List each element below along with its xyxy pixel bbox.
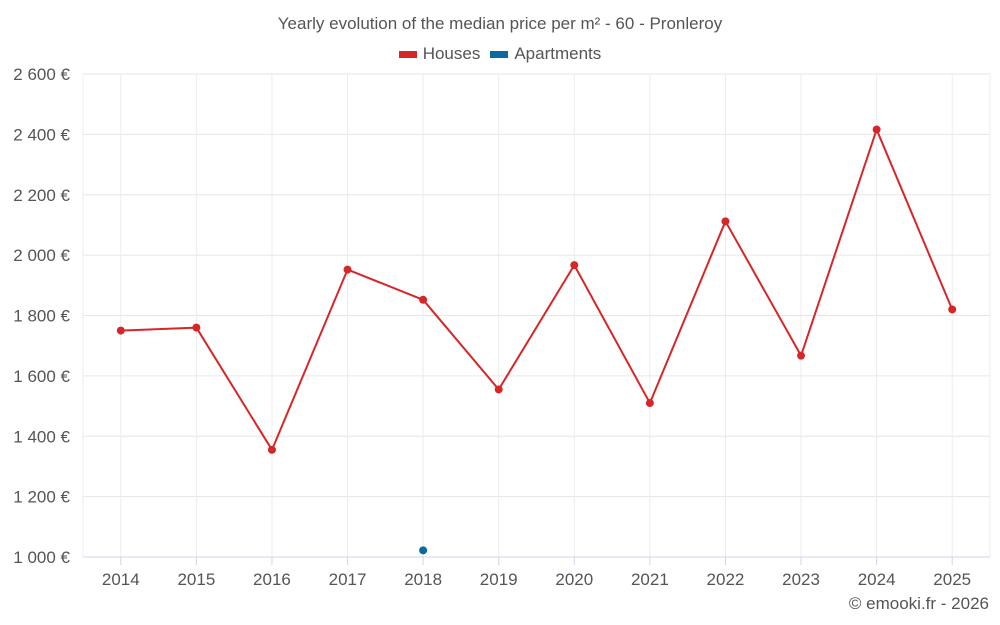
x-tick-label: 2022 xyxy=(707,570,745,589)
x-tick-label: 2025 xyxy=(933,570,971,589)
x-tick-label: 2016 xyxy=(253,570,291,589)
data-point-houses xyxy=(494,385,503,394)
x-tick-label: 2021 xyxy=(631,570,669,589)
y-tick-label: 1 800 € xyxy=(13,307,70,326)
x-tick-label: 2019 xyxy=(480,570,518,589)
y-tick-label: 2 200 € xyxy=(13,186,70,205)
x-tick-label: 2020 xyxy=(555,570,593,589)
data-point-houses xyxy=(872,125,881,134)
y-tick-label: 1 400 € xyxy=(13,427,70,446)
legend-item-apartments[interactable]: Apartments xyxy=(490,44,601,64)
y-tick-label: 1 600 € xyxy=(13,367,70,386)
series-line-houses xyxy=(120,128,954,451)
legend-item-houses[interactable]: Houses xyxy=(398,44,481,64)
data-point-houses xyxy=(116,326,125,335)
data-point-houses xyxy=(267,445,276,454)
x-tick-label: 2024 xyxy=(858,570,896,589)
legend-swatch-apartments xyxy=(490,50,509,58)
data-point-houses xyxy=(645,399,654,408)
y-tick-label: 2 000 € xyxy=(13,246,70,265)
y-tick-label: 1 000 € xyxy=(13,548,70,567)
credit-text: © emooki.fr - 2026 xyxy=(848,594,989,613)
y-tick-label: 2 600 € xyxy=(13,65,70,84)
x-tick-label: 2018 xyxy=(404,570,442,589)
legend: Houses Apartments xyxy=(0,44,1000,64)
y-tick-label: 2 400 € xyxy=(13,125,70,144)
x-tick-label: 2015 xyxy=(177,570,215,589)
data-point-houses xyxy=(948,305,957,314)
data-point-houses xyxy=(797,351,806,360)
legend-label-houses: Houses xyxy=(422,44,481,63)
legend-label-apartments: Apartments xyxy=(514,44,602,63)
data-point-houses xyxy=(721,217,730,226)
chart-title: Yearly evolution of the median price per… xyxy=(277,14,723,33)
x-tick-label: 2023 xyxy=(782,570,820,589)
legend-swatch-houses xyxy=(398,50,417,58)
data-point-houses xyxy=(343,265,352,274)
x-tick-label: 2014 xyxy=(102,570,140,589)
data-point-houses xyxy=(419,295,428,304)
data-point-houses xyxy=(570,261,579,270)
y-tick-label: 1 200 € xyxy=(13,488,70,507)
data-point-apartments xyxy=(419,546,428,555)
x-tick-label: 2017 xyxy=(329,570,367,589)
data-point-houses xyxy=(192,323,201,332)
